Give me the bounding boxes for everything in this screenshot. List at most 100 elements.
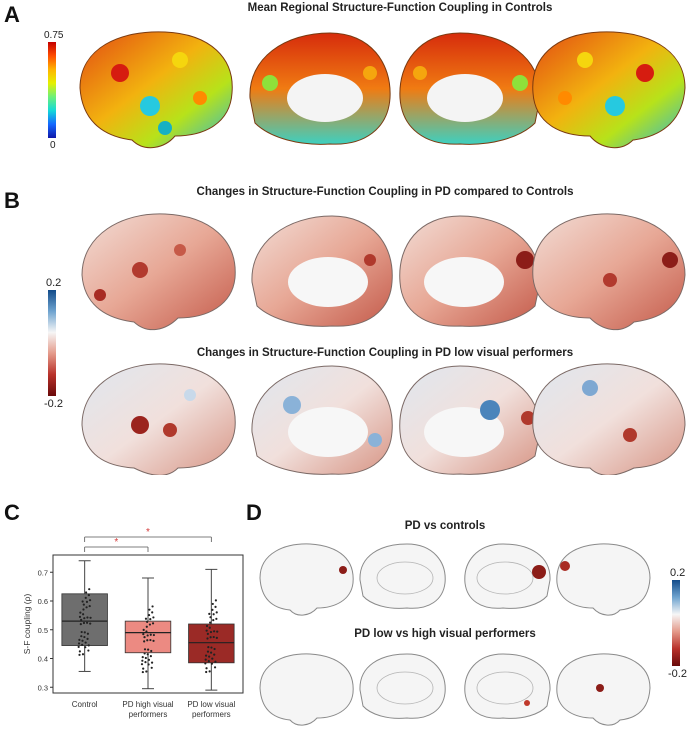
data-point xyxy=(208,655,211,658)
data-point xyxy=(88,604,91,608)
data-point xyxy=(86,632,90,635)
data-point xyxy=(208,670,211,673)
data-point xyxy=(206,637,209,640)
brain-b-bottom-medial-right xyxy=(399,365,541,475)
data-point xyxy=(149,638,152,642)
data-point xyxy=(212,635,215,639)
data-point xyxy=(84,596,87,599)
data-point xyxy=(87,644,90,647)
data-point xyxy=(85,606,88,609)
data-point xyxy=(81,639,84,642)
data-point xyxy=(146,653,149,656)
brain-b-bottom-lateral-left xyxy=(81,363,236,475)
y-axis-label: S-F coupling (ρ) xyxy=(22,594,32,655)
data-point xyxy=(147,663,150,666)
y-tick-label: 0.3 xyxy=(38,683,48,692)
panel-d-title-top: PD vs controls xyxy=(404,520,486,532)
data-point xyxy=(85,621,89,624)
panel-b-title-top: Changes in Structure-Function Coupling i… xyxy=(196,186,574,198)
data-point xyxy=(84,641,87,644)
data-point xyxy=(151,611,154,614)
data-point xyxy=(79,611,82,614)
panel-d-colorbar-max: 0.2 xyxy=(670,567,686,579)
data-point xyxy=(82,603,85,606)
brain-lateral-left xyxy=(79,31,233,149)
data-point xyxy=(205,670,208,674)
data-point xyxy=(209,630,213,634)
data-point xyxy=(147,648,150,651)
brain-medial-right xyxy=(399,32,541,145)
data-point xyxy=(150,661,154,664)
data-point xyxy=(152,639,155,642)
data-point xyxy=(204,662,207,665)
data-point xyxy=(148,608,151,611)
data-point xyxy=(215,611,218,614)
brain-d-bottom-medial-right xyxy=(464,653,551,719)
x-tick-label: PD high visual xyxy=(122,700,173,709)
brain-d-top-medial-left xyxy=(359,543,446,609)
brain-lateral-right xyxy=(532,31,686,149)
brain-b-top-lateral-right xyxy=(532,213,686,331)
data-point xyxy=(83,631,86,634)
data-point xyxy=(209,616,212,619)
data-point xyxy=(150,649,153,653)
data-point xyxy=(216,630,219,633)
y-tick-label: 0.4 xyxy=(38,655,48,664)
data-point xyxy=(78,650,81,653)
data-point xyxy=(149,655,152,658)
x-tick-label: performers xyxy=(129,710,168,719)
data-point xyxy=(212,619,215,622)
data-point xyxy=(144,617,148,620)
data-point xyxy=(212,630,216,633)
data-point xyxy=(145,630,148,633)
panel-a-colorbar-min: 0 xyxy=(50,140,56,151)
data-point xyxy=(87,649,90,652)
data-point xyxy=(209,621,212,624)
y-tick-label: 0.6 xyxy=(38,597,48,606)
panel-c-letter: C xyxy=(4,500,20,525)
panel-d-brains xyxy=(259,543,651,726)
data-point xyxy=(85,600,89,603)
data-point xyxy=(86,616,89,619)
brain-medial-left xyxy=(249,32,391,145)
panel-b-brains xyxy=(81,213,686,475)
plot-frame xyxy=(52,554,244,694)
data-point xyxy=(215,617,218,620)
data-point xyxy=(141,670,144,674)
panel-d-colorbar xyxy=(672,580,680,666)
panel-a-colorbar-max: 0.75 xyxy=(44,30,64,41)
data-point xyxy=(142,667,145,670)
brain-b-top-medial-left xyxy=(251,215,393,327)
data-point xyxy=(152,616,155,619)
brain-b-top-medial-right xyxy=(399,215,541,327)
data-point xyxy=(143,640,146,643)
data-point xyxy=(88,588,91,591)
panel-b-colorbar xyxy=(48,290,56,396)
data-point xyxy=(143,648,147,651)
panel-d-title-bottom: PD low vs high visual performers xyxy=(354,628,536,640)
data-point xyxy=(86,637,89,640)
data-point xyxy=(205,667,208,670)
data-point xyxy=(210,662,214,665)
data-point xyxy=(151,605,154,608)
data-point xyxy=(82,613,85,616)
brain-d-top-medial-right xyxy=(464,543,551,609)
significance-star: * xyxy=(114,537,118,548)
data-point xyxy=(209,651,213,654)
data-point xyxy=(149,618,152,621)
panel-d-colorbar-min: -0.2 xyxy=(668,668,687,680)
data-point xyxy=(142,628,145,631)
data-point xyxy=(204,658,207,661)
x-tick-label: PD low visual xyxy=(187,700,235,709)
data-point xyxy=(141,655,144,659)
data-point xyxy=(83,617,86,620)
data-point xyxy=(205,629,208,632)
x-tick-label: Control xyxy=(72,700,98,709)
data-point xyxy=(78,638,81,641)
panel-a-letter: A xyxy=(4,2,20,27)
panel-a-title: Mean Regional Structure-Function Couplin… xyxy=(247,2,553,14)
panel-a-colorbar xyxy=(48,42,56,138)
y-tick-label: 0.5 xyxy=(38,626,48,635)
data-point xyxy=(206,632,209,635)
brain-d-bottom-lateral-left xyxy=(259,653,354,726)
